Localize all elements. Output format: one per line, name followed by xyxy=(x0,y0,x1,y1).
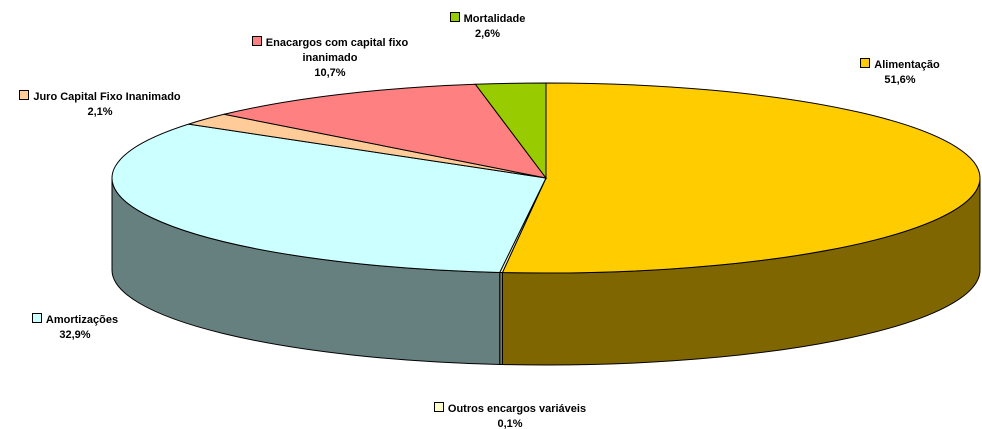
value-label: 2,6% xyxy=(474,28,501,40)
category-label: Enacargos com capital fixo inanimado xyxy=(265,37,409,64)
value-label: 32,9% xyxy=(59,329,91,341)
slice-label: Amortizações 32,9% xyxy=(20,313,130,343)
slice-label: Mortalidade 2,6% xyxy=(440,12,535,42)
value-label: 0,1% xyxy=(497,418,523,429)
value-label: 2,1% xyxy=(87,106,113,118)
category-label: Outros encargos variáveis xyxy=(447,403,587,415)
legend-key xyxy=(449,12,460,22)
legend-key xyxy=(19,90,30,100)
category-label: Juro Capital Fixo Inanimado xyxy=(33,91,181,103)
category-label: Alimentação xyxy=(874,59,940,71)
slice xyxy=(474,82,547,180)
value-label: 10,7% xyxy=(314,67,346,79)
slice xyxy=(501,82,981,274)
value-label: 51,6% xyxy=(884,74,916,86)
slice xyxy=(111,123,547,273)
slice-label: Enacargos com capital fixo inanimado 10,7… xyxy=(225,36,435,81)
legend-key xyxy=(860,58,871,68)
slice-label: Outros encargos variáveis 0,1% xyxy=(400,402,620,429)
category-label: Amortizações xyxy=(45,314,119,326)
slice-label: Juro Capital Fixo Inanimado 2,1% xyxy=(0,90,200,120)
legend-key xyxy=(433,402,444,412)
slice xyxy=(223,83,548,179)
legend-key xyxy=(251,36,262,46)
legend-key xyxy=(31,313,42,323)
slice-label: Alimentação 51,6% xyxy=(840,58,960,88)
category-label: Mortalidade xyxy=(463,13,526,25)
